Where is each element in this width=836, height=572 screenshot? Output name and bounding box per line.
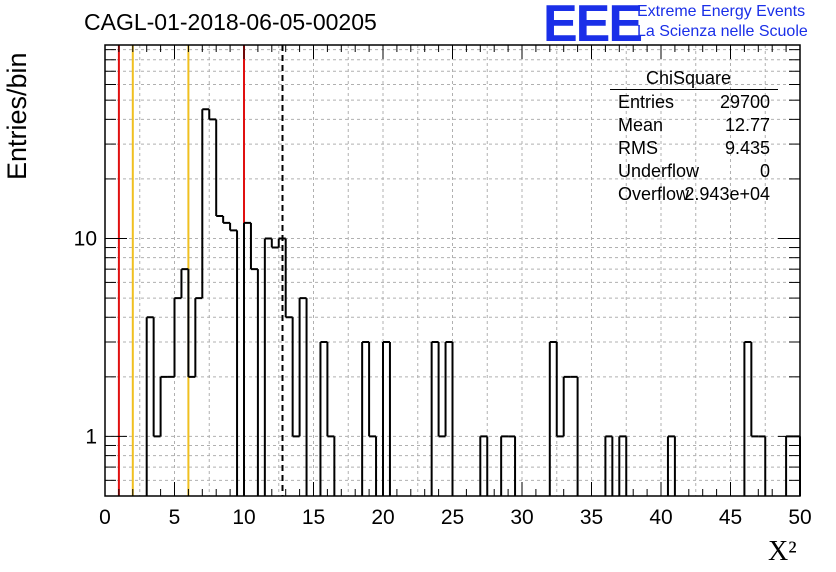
histogram-bin — [548, 340, 557, 496]
histogram-bin — [326, 341, 335, 438]
stats-row-overflow: Overflow 2.943e+04 — [618, 184, 770, 206]
histogram-bin — [201, 108, 210, 299]
x-tick-label: 30 — [510, 506, 533, 529]
histogram-bin — [173, 297, 182, 377]
histogram-bin — [187, 269, 196, 378]
histogram-bin — [291, 317, 300, 438]
histogram-bin — [229, 222, 238, 232]
histogram-bin — [382, 340, 390, 496]
histogram-bin — [604, 435, 613, 496]
stats-value: 9.435 — [724, 138, 770, 158]
stats-key: Overflow — [618, 184, 690, 204]
histogram-bin — [368, 341, 377, 438]
stats-key: Entries — [618, 92, 675, 112]
stats-key: Underflow — [618, 161, 700, 181]
stats-value: 2.943e+04 — [684, 184, 770, 204]
histogram-bin — [152, 317, 161, 438]
histogram-bin — [479, 435, 488, 496]
x-tick-label: 5 — [169, 506, 181, 529]
x-tick-label: 25 — [441, 506, 464, 529]
y-axis-label: Entries/bin — [2, 52, 32, 180]
histogram-bin — [145, 316, 154, 496]
histogram-bin — [194, 297, 203, 377]
stats-row-rms: RMS 9.435 — [618, 138, 770, 160]
stats-row-entries: Entries 29700 — [618, 92, 770, 114]
eee-logo: EEE — [543, 0, 643, 53]
histogram-bin — [249, 222, 258, 271]
x-tick-label: 15 — [302, 506, 325, 529]
x-tick-label: 10 — [232, 506, 255, 529]
x-tick-label: 45 — [719, 506, 742, 529]
histogram-bin — [159, 375, 168, 437]
x-axis-label: X² — [768, 536, 797, 567]
stats-value: 0 — [759, 161, 770, 181]
stats-row-mean: Mean 12.77 — [618, 115, 770, 137]
stats-row-underflow: Underflow 0 — [618, 161, 770, 183]
stats-key: RMS — [618, 138, 658, 158]
histogram-bin — [750, 341, 759, 438]
histogram-bin — [243, 221, 251, 496]
histogram-bin — [500, 435, 509, 496]
stats-divider — [610, 89, 778, 90]
y-tick-label: 10 — [74, 228, 97, 251]
histogram-bin — [555, 341, 564, 438]
stats-value: 29700 — [719, 92, 770, 112]
x-tick-label: 35 — [580, 506, 603, 529]
histogram-bin — [222, 215, 231, 224]
histogram-bin — [618, 435, 627, 496]
histogram-bin — [562, 375, 571, 437]
histogram-bin — [263, 237, 272, 496]
logo-tagline-2: La Scienza nelle Scuole — [637, 23, 808, 40]
histogram-bin — [666, 435, 675, 496]
histogram-bin — [270, 238, 279, 249]
x-tick-label: 0 — [99, 506, 111, 529]
chart-title: CAGL-01-2018-06-05-00205 — [84, 9, 377, 35]
stats-value: 12.77 — [724, 115, 770, 135]
histogram-bin — [444, 340, 453, 437]
histogram-bin — [361, 340, 370, 496]
histogram-bin — [180, 268, 189, 299]
y-tick-label: 1 — [85, 425, 97, 448]
histogram-bin — [319, 340, 328, 496]
stats-key: Mean — [618, 115, 664, 135]
x-tick-label: 50 — [788, 506, 811, 529]
logo-tagline-1: Extreme Energy Events — [637, 3, 806, 20]
histogram-bin — [284, 238, 293, 319]
histogram-bin — [208, 109, 217, 121]
histogram-bin — [277, 237, 286, 248]
x-tick-label: 20 — [371, 506, 394, 529]
histogram-bin — [437, 341, 446, 438]
histogram-bin — [215, 119, 224, 217]
stats-title: ChiSquare — [646, 68, 732, 88]
histogram-bin — [743, 340, 752, 496]
x-tick-label: 40 — [649, 506, 672, 529]
histogram-bin — [298, 297, 307, 437]
histogram-bin — [430, 340, 439, 496]
